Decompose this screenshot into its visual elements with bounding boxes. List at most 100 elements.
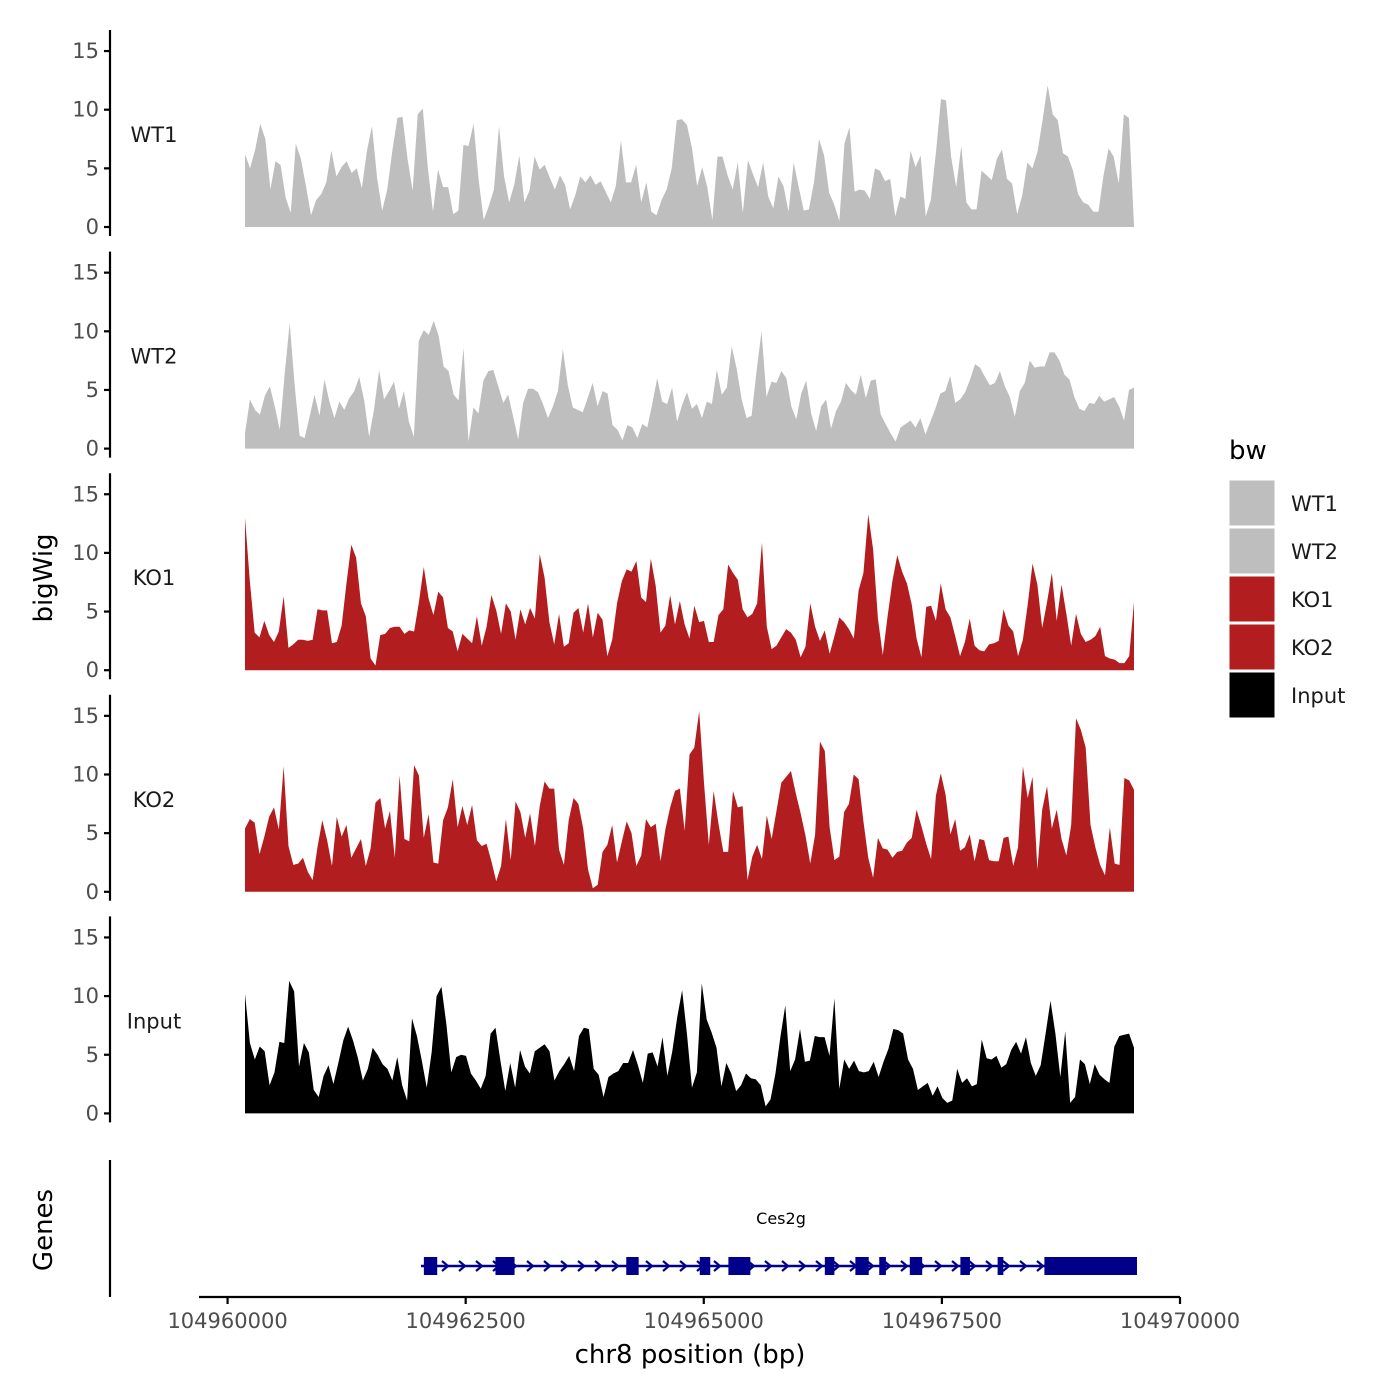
strand-arrow xyxy=(526,1260,535,1272)
x-tick-label: 104967500 xyxy=(882,1309,1002,1333)
strand-arrow xyxy=(594,1260,603,1272)
strand-arrow xyxy=(679,1260,688,1272)
strand-arrow xyxy=(458,1260,467,1272)
track-wt2: 0 5 10 15 WT2 xyxy=(72,251,1134,461)
strand-arrow xyxy=(798,1260,807,1272)
y-tick-label: 5 xyxy=(86,600,99,624)
x-tick-label: 104965000 xyxy=(644,1309,764,1333)
y-axis-title: bigWig xyxy=(29,533,59,622)
exon xyxy=(626,1257,639,1275)
legend-key-input xyxy=(1228,671,1276,719)
legend-key-wt2 xyxy=(1228,527,1276,575)
legend: bw WT1 WT2 KO1 KO2 Input xyxy=(1228,436,1345,719)
y-tick-label: 0 xyxy=(86,437,99,461)
exon xyxy=(909,1257,923,1275)
strand-arrow xyxy=(900,1260,909,1272)
strand-arrow xyxy=(951,1260,960,1272)
exon xyxy=(495,1257,515,1275)
track-label-ko1: KO1 xyxy=(133,566,176,590)
y-tick-label: 5 xyxy=(86,378,99,402)
area-ko2 xyxy=(245,711,1134,892)
track-label-ko2: KO2 xyxy=(133,788,176,812)
y-tick-label: 0 xyxy=(86,880,99,904)
strand-arrow xyxy=(475,1260,484,1272)
legend-label-ko1: KO1 xyxy=(1291,588,1334,612)
area-input xyxy=(245,980,1134,1114)
strand-arrow xyxy=(883,1260,892,1272)
strand-arrow xyxy=(1002,1260,1011,1272)
exon xyxy=(423,1257,438,1275)
strand-arrow xyxy=(934,1260,943,1272)
track-label-wt2: WT2 xyxy=(131,345,178,369)
legend-key-ko2 xyxy=(1228,623,1276,671)
y-tick-label: 5 xyxy=(86,821,99,845)
strand-arrow xyxy=(662,1260,671,1272)
x-axis-title: chr8 position (bp) xyxy=(575,1340,806,1370)
track-label-input: Input xyxy=(127,1009,181,1033)
y-tick-label: 0 xyxy=(86,1101,99,1125)
strand-arrow xyxy=(781,1260,790,1272)
legend-label-input: Input xyxy=(1291,684,1345,708)
genes-axis-title: Genes xyxy=(29,1189,59,1271)
y-tick-label: 15 xyxy=(72,925,99,949)
legend-key-ko1 xyxy=(1228,575,1276,623)
track-wt1: 0 5 10 15 WT1 xyxy=(72,30,1134,239)
strand-arrow xyxy=(560,1260,569,1272)
y-tick-label: 10 xyxy=(72,541,99,565)
legend-title: bw xyxy=(1229,436,1267,466)
strand-arrow xyxy=(1036,1260,1045,1272)
area-ko1 xyxy=(245,514,1134,671)
strand-arrow xyxy=(832,1260,841,1272)
area-wt1 xyxy=(245,85,1134,227)
exon xyxy=(1044,1257,1137,1275)
y-tick-label: 15 xyxy=(72,482,99,506)
gene-name-label: Ces2g xyxy=(756,1209,806,1228)
y-tick-label: 10 xyxy=(72,98,99,122)
strand-arrow xyxy=(866,1260,875,1272)
strand-arrow xyxy=(985,1260,994,1272)
strand-arrow xyxy=(611,1260,620,1272)
exon xyxy=(997,1257,1004,1275)
strand-arrow xyxy=(441,1260,450,1272)
y-tick-label: 10 xyxy=(72,984,99,1008)
exon xyxy=(824,1257,835,1275)
exon xyxy=(879,1257,886,1275)
genes-panel: Ces2g xyxy=(108,1160,1137,1297)
y-tick-label: 15 xyxy=(72,39,99,63)
strand-arrow xyxy=(764,1260,773,1272)
y-tick-label: 15 xyxy=(72,704,99,728)
strand-arrow xyxy=(815,1260,824,1272)
exon xyxy=(728,1257,751,1275)
x-tick-label: 104970000 xyxy=(1120,1309,1240,1333)
track-label-wt1: WT1 xyxy=(131,123,178,147)
strand-arrow xyxy=(645,1260,654,1272)
legend-key-wt1 xyxy=(1228,479,1276,527)
exon xyxy=(960,1257,970,1275)
x-tick-label: 104962500 xyxy=(406,1309,526,1333)
legend-label-ko2: KO2 xyxy=(1291,636,1334,660)
y-tick-label: 10 xyxy=(72,319,99,343)
y-tick-label: 5 xyxy=(86,156,99,180)
strand-arrow xyxy=(577,1260,586,1272)
track-input: 0 5 10 15 Input xyxy=(72,916,1134,1125)
y-tick-label: 10 xyxy=(72,763,99,787)
exon xyxy=(855,1257,869,1275)
strand-arrow xyxy=(1019,1260,1028,1272)
track-ko2: 0 5 10 15 KO2 xyxy=(72,694,1134,904)
y-tick-label: 0 xyxy=(86,658,99,682)
bigwig-tracks: 0 5 10 15 WT1 0 5 10 15 WT2 0 5 10 15 KO1 0 5 10 15 KO2 0 5 10… xyxy=(72,30,1134,1125)
y-tick-label: 5 xyxy=(86,1043,99,1067)
strand-arrow xyxy=(543,1260,552,1272)
y-tick-label: 0 xyxy=(86,215,99,239)
strand-arrow xyxy=(968,1260,977,1272)
x-tick-label: 104960000 xyxy=(167,1309,287,1333)
x-axis: 104960000 104962500 104965000 104967500 1049… xyxy=(167,1295,1240,1333)
y-tick-label: 15 xyxy=(72,261,99,285)
strand-arrow xyxy=(713,1260,722,1272)
area-wt2 xyxy=(245,320,1134,449)
exon xyxy=(699,1257,711,1275)
legend-label-wt1: WT1 xyxy=(1291,492,1338,516)
track-ko1: 0 5 10 15 KO1 xyxy=(72,473,1134,682)
legend-label-wt2: WT2 xyxy=(1291,540,1338,564)
